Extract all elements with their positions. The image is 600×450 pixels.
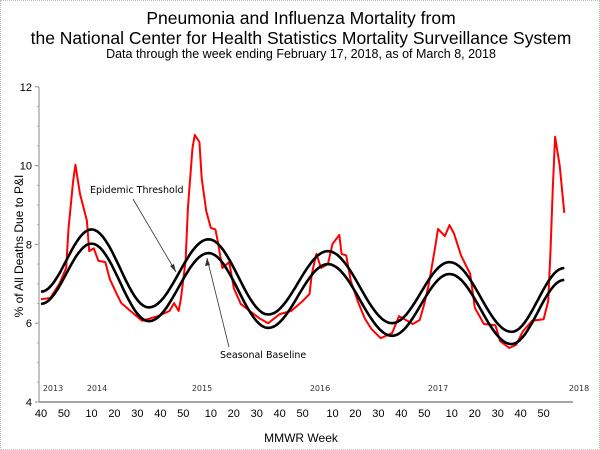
y-tick-label: 4: [26, 397, 32, 409]
year-label: 2017: [428, 384, 448, 393]
baseline-arrowhead: [205, 258, 210, 266]
x-tick-label: 50: [418, 408, 430, 420]
x-tick-label: 20: [108, 408, 120, 420]
y-tick-label: 8: [26, 239, 32, 251]
threshold-arrowhead: [170, 264, 176, 272]
y-tick-label: 10: [20, 161, 32, 173]
x-axis-label: MMWR Week: [264, 431, 339, 445]
x-tick-label: 30: [131, 408, 143, 420]
year-label: 2015: [192, 384, 212, 393]
chart-title-line2: the National Center for Health Statistic…: [30, 28, 572, 48]
x-tick-label: 10: [85, 408, 97, 420]
x-tick-label: 20: [469, 408, 481, 420]
x-tick-label: 40: [395, 408, 407, 420]
x-tick-label: 10: [446, 408, 458, 420]
baseline-arrow: [206, 257, 230, 348]
x-tick-label: 10: [205, 408, 217, 420]
series-line-baseline: [40, 242, 565, 346]
x-tick-label: 40: [274, 408, 286, 420]
x-tick-label: 50: [177, 408, 189, 420]
x-tick-label: 40: [35, 408, 47, 420]
y-tick-label: 12: [20, 82, 32, 94]
year-label: 2014: [87, 384, 107, 393]
series-line-threshold: [40, 228, 565, 334]
threshold-annotation: Epidemic Threshold: [90, 185, 184, 196]
x-tick-label: 50: [58, 408, 70, 420]
chart-title: Pneumonia and Influenza Mortality from: [146, 8, 456, 28]
x-tick-label: 10: [326, 408, 338, 420]
series-line-observed: [40, 133, 566, 349]
threshold-arrow: [132, 198, 177, 273]
x-tick-label: 50: [537, 408, 549, 420]
x-tick-label: 20: [228, 408, 240, 420]
year-label: 2016: [310, 384, 330, 393]
x-tick-label: 30: [372, 408, 384, 420]
y-tick-label: 6: [26, 318, 32, 330]
year-label: 2013: [43, 384, 63, 393]
baseline-annotation: Seasonal Baseline: [220, 350, 306, 361]
x-tick-label: 40: [515, 408, 527, 420]
x-tick-label: 20: [349, 408, 361, 420]
x-tick-label: 50: [297, 408, 309, 420]
x-tick-label: 30: [492, 408, 504, 420]
year-label: 2018: [569, 384, 589, 393]
x-tick-label: 40: [154, 408, 166, 420]
y-axis-label: % of All Deaths Due to P&I: [12, 175, 26, 318]
x-tick-label: 30: [251, 408, 263, 420]
chart-subtitle: Data through the week ending February 17…: [106, 47, 496, 61]
